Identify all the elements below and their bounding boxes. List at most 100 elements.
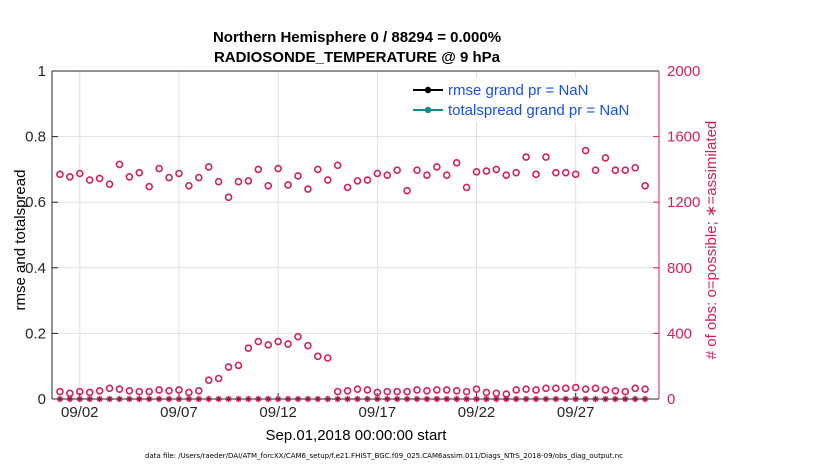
obs-possible-marker	[433, 386, 441, 394]
obs-possible-marker	[194, 173, 203, 182]
obs-possible-marker	[304, 185, 312, 193]
right-tick-label: 1200	[667, 194, 700, 211]
obs-possible-marker	[462, 387, 471, 396]
obs-possible-marker	[155, 164, 163, 173]
obs-possible-marker	[442, 171, 451, 179]
obs-possible-marker	[204, 376, 213, 384]
right-tick-label: 1600	[667, 129, 700, 146]
obs-possible-marker	[611, 386, 620, 395]
obs-possible-marker	[621, 166, 630, 175]
obs-possible-marker	[95, 386, 104, 395]
obs-possible-marker	[591, 384, 600, 393]
obs-possible-marker	[383, 171, 392, 179]
obs-possible-marker	[234, 361, 243, 370]
obs-possible-marker	[254, 337, 263, 346]
obs-possible-marker	[145, 182, 153, 191]
obs-possible-marker	[581, 146, 590, 155]
obs-possible-marker	[452, 159, 461, 167]
obs-possible-marker	[56, 387, 64, 396]
obs-possible-marker	[314, 165, 322, 174]
obs-possible-marker	[125, 386, 134, 395]
obs-possible-marker	[561, 384, 570, 393]
obs-possible-marker	[621, 387, 630, 396]
obs-possible-marker	[204, 163, 213, 171]
obs-possible-marker	[125, 172, 134, 181]
obs-possible-marker	[522, 153, 530, 161]
obs-possible-marker	[185, 182, 193, 190]
data-file-footer: data file: /Users/raeder/DAI/ATM_forcXX/…	[145, 452, 623, 460]
obs-possible-marker	[214, 177, 223, 186]
obs-possible-marker	[294, 332, 302, 341]
obs-possible-marker	[353, 385, 362, 393]
x-axis-ticks: 09/02 09/07 09/12 09/17 09/22 09/27	[61, 393, 594, 421]
x-tick-label: 09/02	[61, 404, 99, 421]
obs-possible-marker	[641, 182, 649, 190]
obs-possible-marker	[95, 174, 104, 183]
legend-totalspread-marker	[424, 106, 432, 114]
obs-possible-marker	[323, 176, 332, 184]
obs-possible-marker	[611, 166, 620, 175]
obs-possible-marker	[462, 183, 471, 192]
x-tick-label: 09/27	[557, 404, 595, 421]
obs-possible-marker	[571, 383, 580, 392]
obs-possible-marker	[234, 177, 243, 186]
obs-possible-marker	[135, 168, 144, 177]
obs-possible-marker	[165, 386, 173, 395]
obs-possible-marker	[224, 363, 233, 371]
x-tick-label: 09/17	[359, 404, 397, 421]
obs-possible-marker	[532, 386, 540, 394]
left-tick-label: 0.2	[25, 325, 46, 342]
obs-possible-marker	[75, 387, 84, 396]
obs-possible-marker	[571, 170, 580, 179]
obs-possible-marker	[155, 386, 163, 394]
obs-possible-marker	[264, 341, 273, 349]
left-axis-ticks: 0 0.2 0.4 0.6 0.8 1	[25, 63, 58, 408]
obs-possible-marker	[314, 352, 322, 361]
obs-possible-marker	[284, 181, 292, 189]
obs-possible-marker	[75, 169, 84, 178]
obs-possible-marker	[224, 193, 233, 202]
right-tick-label: 2000	[667, 63, 700, 80]
left-tick-label: 0.4	[25, 260, 46, 277]
obs-possible-marker	[284, 340, 292, 348]
obs-possible-marker	[433, 163, 441, 171]
obs-possible-marker	[403, 186, 411, 195]
legend-rmse-label: rmse grand pr = NaN	[448, 82, 588, 99]
obs-possible-marker	[472, 385, 481, 393]
obs-possible-marker	[601, 386, 610, 394]
obs-possible-marker	[393, 387, 401, 396]
obs-possible-marker	[85, 388, 94, 397]
obs-possible-marker	[244, 177, 253, 185]
obs-possible-marker	[323, 354, 332, 362]
obs-possible-marker	[542, 384, 550, 393]
chart-subtitle: RADIOSONDE_TEMPERATURE @ 9 hPa	[214, 49, 501, 66]
obs-possible-marker	[105, 384, 114, 393]
obs-possible-marker	[552, 168, 560, 177]
obs-possible-marker	[631, 384, 639, 393]
legend-rmse-marker	[424, 86, 432, 94]
chart-title: Northern Hemisphere 0 / 88294 = 0.000%	[213, 29, 501, 46]
obs-possible-marker	[482, 388, 491, 397]
obs-possible-marker	[522, 385, 530, 393]
x-tick-label: 09/12	[259, 404, 297, 421]
obs-possible-marker	[135, 387, 144, 396]
obs-possible-marker	[304, 341, 312, 350]
obs-possible-marker	[373, 169, 382, 178]
obs-possible-marker	[512, 386, 520, 394]
left-tick-label: 0.8	[25, 129, 46, 146]
left-tick-label: 1	[38, 63, 46, 80]
obs-possible-marker	[105, 180, 114, 188]
obs-possible-marker	[641, 385, 649, 393]
obs-possible-marker	[452, 386, 461, 395]
obs-possible-marker	[373, 388, 382, 397]
obs-possible-marker	[333, 387, 342, 396]
obs-possible-marker	[85, 176, 94, 184]
obs-possible-marker	[274, 337, 282, 346]
obs-possible-marker	[66, 172, 74, 181]
legend-box	[408, 78, 648, 122]
obs-possible-marker	[185, 388, 193, 397]
obs-possible-marker	[532, 170, 540, 179]
obs-possible-marker	[333, 161, 342, 170]
obs-possible-marker	[472, 168, 481, 176]
